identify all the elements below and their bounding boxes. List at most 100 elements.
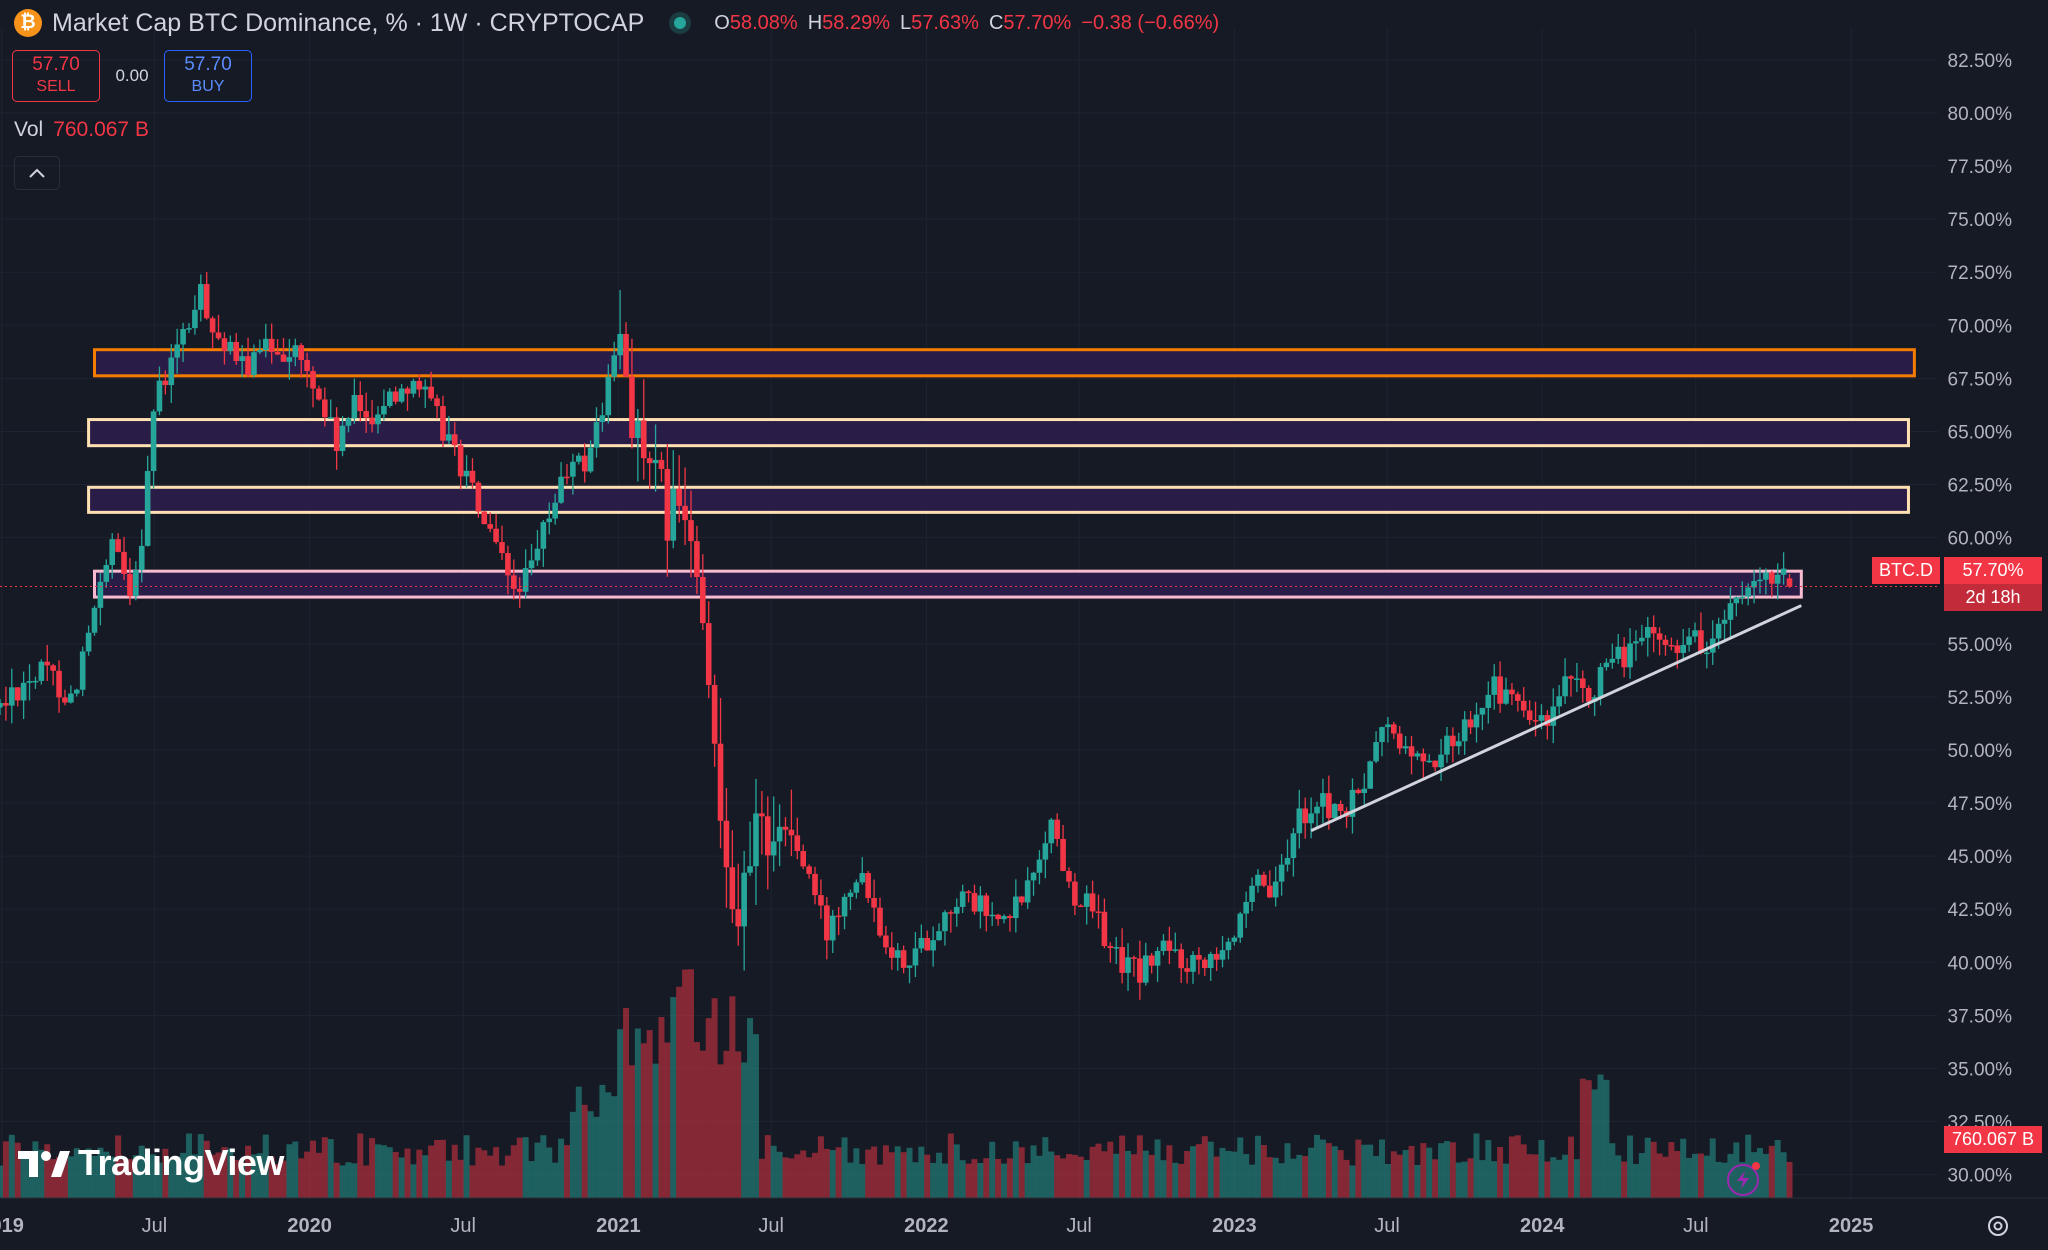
volume-bar — [1473, 1133, 1480, 1198]
volume-bar — [528, 1161, 535, 1198]
candle-body — [345, 418, 352, 426]
sell-label: SELL — [36, 78, 76, 95]
volume-bar — [475, 1147, 482, 1198]
candle-body — [351, 394, 358, 419]
candle-body — [971, 893, 978, 912]
volume-bar — [558, 1138, 565, 1198]
horizontal-zones[interactable] — [87, 348, 1916, 599]
open-label: O — [714, 11, 730, 34]
volume-bar — [144, 1154, 151, 1198]
candle-body — [540, 522, 547, 549]
candle-body — [1142, 955, 1149, 983]
volume-bar — [132, 1155, 139, 1198]
sell-button[interactable]: 57.70 SELL — [12, 50, 100, 102]
trendline[interactable] — [1310, 604, 1802, 833]
candle-body — [227, 341, 234, 351]
volume-bar — [587, 1111, 594, 1198]
volume-bar — [1071, 1154, 1078, 1198]
candle-body — [953, 906, 960, 914]
settings-gear-icon[interactable] — [1984, 1212, 2012, 1240]
volume-bar — [611, 1096, 618, 1198]
buy-button[interactable]: 57.70 BUY — [164, 50, 252, 102]
candle-body — [1739, 596, 1746, 599]
tradingview-watermark[interactable]: TradingView — [18, 1142, 284, 1184]
volume-bar — [321, 1137, 328, 1198]
candle-body — [150, 411, 157, 472]
candle-body — [375, 414, 381, 425]
volume-bar — [150, 1154, 157, 1198]
candle-body — [676, 488, 682, 506]
candle-body — [1018, 896, 1025, 903]
candle-body — [1621, 646, 1627, 668]
candle-body — [629, 376, 635, 438]
time-tick-label: 2021 — [596, 1215, 641, 1237]
candle-body — [1609, 658, 1616, 663]
candle-body — [1331, 804, 1338, 819]
volume-bar — [516, 1137, 523, 1198]
volume-bar — [1278, 1163, 1285, 1198]
candle-body — [1095, 911, 1102, 913]
volume-bar — [1190, 1146, 1197, 1198]
collapse-legend-button[interactable] — [14, 156, 60, 190]
candle-body — [44, 661, 51, 666]
candle-body — [1196, 954, 1202, 960]
candle-body — [1704, 652, 1710, 655]
time-axis[interactable]: 2019 Jul 2020 Jul 2021 Jul 2022 Jul 2023 Jul 2024 J… — [0, 1197, 2048, 1250]
volume-bar — [1296, 1154, 1303, 1198]
price-tick-label: 72.50% — [1948, 263, 2013, 284]
volume-bar — [14, 1142, 21, 1198]
chart-title[interactable]: Market Cap BTC Dominance, % · 1W · CRYPT… — [52, 8, 645, 37]
candle-body — [1763, 572, 1769, 580]
zone-67.5[interactable] — [92, 348, 1916, 378]
candle-body — [1131, 957, 1137, 959]
zone-64.9[interactable] — [87, 418, 1910, 448]
volume-bar — [552, 1162, 559, 1198]
buy-label: BUY — [191, 78, 225, 95]
volume-bar — [711, 998, 718, 1198]
volume-bar — [953, 1144, 960, 1198]
candle-body — [859, 873, 866, 883]
market-status-icon[interactable] — [674, 17, 687, 29]
volume-bar — [1621, 1161, 1628, 1198]
volume-bar — [44, 1144, 51, 1198]
alerts-button[interactable] — [1727, 1164, 1759, 1196]
candle-body — [286, 357, 293, 362]
candle-body — [333, 417, 340, 452]
candle-body — [487, 524, 493, 529]
candle-body — [1160, 940, 1167, 951]
zone-61.8[interactable] — [87, 485, 1910, 514]
candle-body — [499, 542, 505, 554]
price-tick-label: 30.00% — [1948, 1166, 2013, 1187]
low-label: L — [900, 11, 912, 34]
volume-bar — [374, 1144, 381, 1198]
volume-bar — [451, 1144, 458, 1198]
candle-body — [605, 376, 612, 416]
candle-body — [664, 468, 671, 541]
volume-bar — [1508, 1136, 1515, 1198]
ohlc-values: O58.08% H58.29% L57.63% C57.70% −0.38 (−… — [714, 12, 1219, 35]
price-axis[interactable]: 82.50% 80.00% 77.50% 75.00% 72.50% 70.00% 67.5… — [1938, 0, 2048, 1250]
volume-bar — [1556, 1159, 1563, 1198]
candle-body — [646, 458, 653, 464]
candle-body — [268, 338, 275, 352]
volume-legend[interactable]: Vol 760.067 B — [14, 118, 149, 142]
change-value: −0.38 (−0.66%) — [1081, 11, 1220, 34]
candle-body — [381, 405, 387, 415]
candle-body — [392, 391, 399, 402]
candle-body — [221, 338, 228, 351]
candle-body — [942, 912, 948, 932]
volume-bar — [1083, 1160, 1090, 1198]
candle-body — [883, 935, 889, 948]
volume-bar — [776, 1151, 783, 1198]
candle-body — [404, 388, 411, 394]
candle-body — [38, 661, 45, 681]
candle-body — [1686, 636, 1692, 645]
zone-57.7[interactable] — [92, 569, 1803, 599]
volume-bar — [1786, 1161, 1793, 1198]
volume-bar — [1042, 1137, 1049, 1198]
volume-bar — [1567, 1136, 1574, 1198]
candle-body — [965, 891, 972, 894]
candle-body — [73, 689, 80, 694]
trendline-layer[interactable] — [1310, 604, 1802, 833]
